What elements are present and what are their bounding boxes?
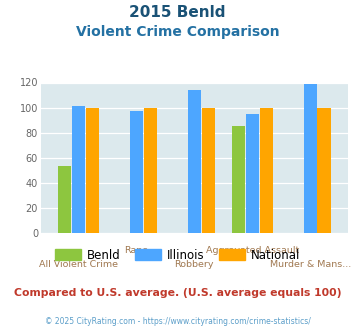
Bar bbox=[260, 108, 273, 233]
Bar bbox=[232, 126, 245, 233]
Bar bbox=[144, 108, 157, 233]
Bar bbox=[188, 90, 201, 233]
Text: Murder & Mans...: Murder & Mans... bbox=[269, 260, 351, 269]
Legend: Benld, Illinois, National: Benld, Illinois, National bbox=[50, 244, 305, 266]
Bar bbox=[304, 84, 317, 233]
Bar bbox=[317, 108, 331, 233]
Text: All Violent Crime: All Violent Crime bbox=[39, 260, 118, 269]
Text: Compared to U.S. average. (U.S. average equals 100): Compared to U.S. average. (U.S. average … bbox=[14, 288, 341, 298]
Bar bbox=[246, 114, 259, 233]
Text: Rape: Rape bbox=[124, 246, 148, 255]
Text: Aggravated Assault: Aggravated Assault bbox=[206, 246, 299, 255]
Text: Violent Crime Comparison: Violent Crime Comparison bbox=[76, 25, 279, 39]
Text: 2015 Benld: 2015 Benld bbox=[129, 5, 226, 20]
Text: Robbery: Robbery bbox=[175, 260, 214, 269]
Text: © 2025 CityRating.com - https://www.cityrating.com/crime-statistics/: © 2025 CityRating.com - https://www.city… bbox=[45, 317, 310, 326]
Bar bbox=[72, 106, 85, 233]
Bar bbox=[202, 108, 215, 233]
Bar bbox=[58, 166, 71, 233]
Bar bbox=[130, 111, 143, 233]
Bar bbox=[86, 108, 99, 233]
